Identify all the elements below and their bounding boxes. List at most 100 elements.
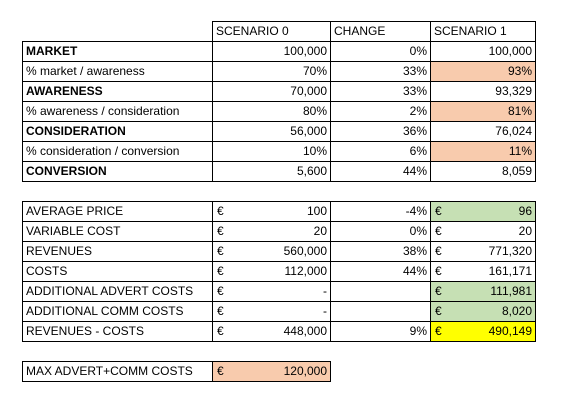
currency: € xyxy=(435,204,442,218)
value-text: 93% xyxy=(507,64,532,78)
value-text: 38% xyxy=(402,244,427,258)
value-cell: 6% xyxy=(330,141,431,162)
value-text: 120,000 xyxy=(283,364,327,378)
header-text: SCENARIO 1 xyxy=(434,24,507,38)
label-text: % awareness / consideration xyxy=(26,104,180,118)
label-text: AWARENESS xyxy=(26,84,103,98)
value-text: 0% xyxy=(409,224,427,238)
value-cell: €112,000 xyxy=(212,261,331,282)
label-text: ADDITIONAL ADVERT COSTS xyxy=(26,284,194,298)
value-text: 490,149 xyxy=(488,324,532,338)
value-text: 81% xyxy=(507,104,532,118)
row-label: % market / awareness xyxy=(22,61,213,82)
currency: € xyxy=(435,304,442,318)
value-cell: €100 xyxy=(212,201,331,222)
value-text: 112,000 xyxy=(284,264,328,278)
value-cell: €120,000 xyxy=(212,361,331,382)
value-cell: 33% xyxy=(330,81,431,102)
row-label: ADDITIONAL ADVERT COSTS xyxy=(22,281,213,302)
value-cell: 8,059 xyxy=(430,161,536,182)
row-label: CONVERSION xyxy=(22,161,213,182)
value-text: 771,320 xyxy=(488,244,532,258)
change-cell xyxy=(330,301,431,322)
header-text: CHANGE xyxy=(334,24,386,38)
value-text: 20 xyxy=(313,224,327,238)
currency: € xyxy=(435,284,442,298)
label-text: REVENUES - COSTS xyxy=(26,324,145,338)
value-cell: 36% xyxy=(330,121,431,142)
row-label: % awareness / consideration xyxy=(22,101,213,122)
label-text: ADDITIONAL COMM COSTS xyxy=(26,304,184,318)
value-cell: 2% xyxy=(330,101,431,122)
label-text: % market / awareness xyxy=(26,64,145,78)
currency: € xyxy=(217,264,224,278)
value-cell: €20 xyxy=(212,221,331,242)
value-text: 80% xyxy=(302,104,327,118)
value-text: 56,000 xyxy=(290,124,327,138)
value-text: 93,329 xyxy=(495,84,532,98)
value-text: 100,000 xyxy=(488,44,532,58)
value-cell: €161,171 xyxy=(430,261,536,282)
value-text: 111,981 xyxy=(490,284,532,298)
value-text: 9% xyxy=(409,324,427,338)
value-text: 0% xyxy=(409,44,427,58)
row-label: % consideration / conversion xyxy=(22,141,213,162)
value-cell: 11% xyxy=(430,141,536,162)
value-text: 448,000 xyxy=(283,324,327,338)
change-cell: 38% xyxy=(330,241,431,262)
value-cell: €771,320 xyxy=(430,241,536,262)
value-text: 8,020 xyxy=(501,304,532,318)
change-cell: 0% xyxy=(330,221,431,242)
row-label: CONSIDERATION xyxy=(22,121,213,142)
change-cell: 9% xyxy=(330,321,431,342)
value-text: 36% xyxy=(402,124,427,138)
currency: € xyxy=(217,304,224,318)
header-cell: SCENARIO 0 xyxy=(212,21,331,42)
row-label: COSTS xyxy=(22,261,213,282)
value-cell: 93% xyxy=(430,61,536,82)
row-label: MAX ADVERT+COMM COSTS xyxy=(22,361,213,382)
value-text: 5,600 xyxy=(296,164,327,178)
label-text: REVENUES xyxy=(26,244,93,258)
label-text: % consideration / conversion xyxy=(26,144,180,158)
value-text: 100,000 xyxy=(283,44,327,58)
value-cell: 93,329 xyxy=(430,81,536,102)
currency: € xyxy=(217,224,224,238)
currency: € xyxy=(435,264,442,278)
currency: € xyxy=(435,244,442,258)
label-text: MAX ADVERT+COMM COSTS xyxy=(26,364,193,378)
value-text: 33% xyxy=(402,84,427,98)
value-cell: 100,000 xyxy=(430,41,536,62)
row-label: AWARENESS xyxy=(22,81,213,102)
header-text: SCENARIO 0 xyxy=(216,24,289,38)
value-cell: 5,600 xyxy=(212,161,331,182)
row-label: REVENUES xyxy=(22,241,213,262)
label-text: AVERAGE PRICE xyxy=(26,204,124,218)
value-cell: 100,000 xyxy=(212,41,331,62)
value-text: 560,000 xyxy=(283,244,327,258)
value-cell: €111,981 xyxy=(430,281,536,302)
value-text: 70% xyxy=(302,64,327,78)
value-cell: €8,020 xyxy=(430,301,536,322)
value-cell: € - xyxy=(212,281,331,302)
value-cell: 10% xyxy=(212,141,331,162)
value-text: 161,171 xyxy=(488,264,532,278)
value-cell: 0% xyxy=(330,41,431,62)
value-cell: 70% xyxy=(212,61,331,82)
value-text: 20 xyxy=(518,224,532,238)
change-cell: -4% xyxy=(330,201,431,222)
value-text: 11% xyxy=(508,144,532,158)
value-cell: 70,000 xyxy=(212,81,331,102)
header-cell: CHANGE xyxy=(330,21,431,42)
value-text: 8,059 xyxy=(501,164,532,178)
value-text: - xyxy=(323,284,327,298)
label-text: CONVERSION xyxy=(26,164,107,178)
row-label: ADDITIONAL COMM COSTS xyxy=(22,301,213,322)
value-text: 100 xyxy=(306,204,327,218)
value-cell: €560,000 xyxy=(212,241,331,262)
header-cell: SCENARIO 1 xyxy=(430,21,536,42)
value-text: 44% xyxy=(402,264,427,278)
currency: € xyxy=(217,204,224,218)
value-cell: 81% xyxy=(430,101,536,122)
value-text: - xyxy=(323,304,327,318)
